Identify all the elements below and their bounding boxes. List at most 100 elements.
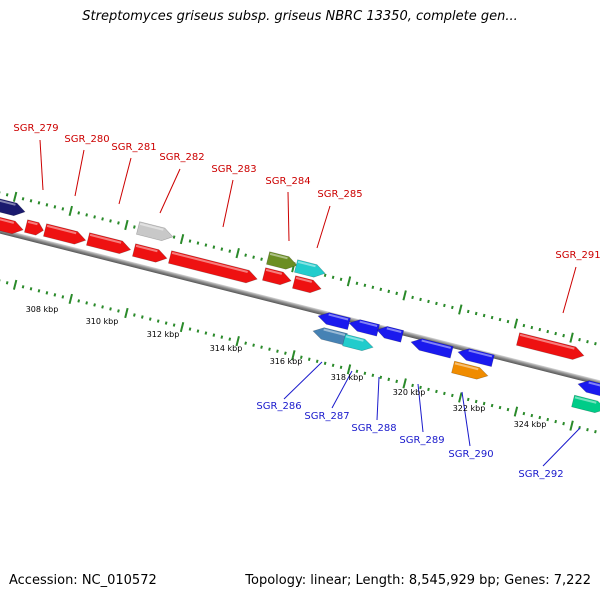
gene-label-sgr-286[interactable]: SGR_286 [256, 401, 301, 412]
forward-minor-tick [562, 333, 565, 338]
gene-label-sgr-281[interactable]: SGR_281 [111, 142, 156, 153]
reverse-minor-tick [466, 397, 470, 402]
forward-minor-tick [355, 281, 359, 286]
reverse-minor-tick [21, 285, 25, 289]
gene-navy[interactable] [0, 197, 27, 218]
forward-minor-tick [578, 337, 581, 342]
gene-blue[interactable] [348, 317, 380, 337]
gene-red[interactable] [292, 275, 322, 295]
forward-major-tick [179, 233, 185, 245]
reverse-minor-tick [109, 307, 112, 311]
gene-red[interactable] [0, 216, 25, 236]
gene-cyan[interactable] [342, 333, 375, 353]
forward-minor-tick [451, 305, 454, 310]
reverse-major-tick [346, 364, 352, 375]
reverse-minor-tick [220, 335, 224, 339]
forward-minor-tick [482, 313, 486, 318]
gene-label-sgr-292[interactable]: SGR_292 [518, 469, 563, 480]
reverse-minor-tick [260, 345, 263, 349]
gene-blue[interactable] [410, 336, 454, 359]
gene-label-sgr-291[interactable]: SGR_291 [555, 250, 600, 261]
gene-red[interactable] [24, 219, 45, 237]
forward-minor-tick [0, 191, 1, 195]
reverse-minor-tick [212, 333, 216, 337]
gene-label-sgr-285[interactable]: SGR_285 [317, 189, 362, 200]
gene-olive[interactable] [266, 251, 298, 272]
scale-label: 310 kbp [86, 317, 119, 326]
reverse-major-tick [458, 392, 463, 403]
gene-label-sgr-290[interactable]: SGR_290 [448, 449, 493, 460]
reverse-minor-tick [299, 355, 303, 359]
callout-line [222, 179, 234, 228]
gene-label-sgr-283[interactable]: SGR_283 [211, 164, 256, 175]
gene-label-sgr-287[interactable]: SGR_287 [304, 411, 349, 422]
gene-red[interactable] [516, 332, 585, 362]
gene-red[interactable] [132, 243, 168, 265]
gene-label-sgr-282[interactable]: SGR_282 [159, 152, 204, 163]
reverse-minor-tick [133, 313, 136, 317]
forward-minor-tick [339, 277, 343, 281]
reverse-minor-tick [363, 371, 367, 376]
reverse-minor-tick [244, 341, 247, 345]
gene-label-sgr-284[interactable]: SGR_284 [265, 176, 310, 187]
reverse-minor-tick [498, 405, 502, 410]
reverse-minor-tick [411, 383, 414, 388]
forward-major-tick [402, 290, 407, 301]
reverse-minor-tick [323, 361, 327, 365]
forward-minor-tick [228, 249, 232, 253]
scale-label: 324 kbp [514, 420, 547, 429]
callout-line [159, 168, 181, 214]
forward-minor-tick [379, 287, 383, 292]
gene-label-sgr-288[interactable]: SGR_288 [351, 423, 396, 434]
reverse-major-tick [402, 378, 407, 389]
scale-label: 312 kbp [147, 330, 180, 339]
callout-line [376, 376, 380, 421]
reverse-minor-tick [331, 363, 335, 367]
gene-steel[interactable] [312, 325, 348, 346]
gene-gray[interactable] [136, 221, 174, 243]
reverse-major-tick [513, 406, 519, 417]
gene-red[interactable] [43, 223, 87, 247]
reverse-major-tick [291, 350, 296, 361]
forward-minor-tick [411, 295, 414, 300]
forward-minor-tick [260, 257, 263, 261]
reverse-minor-tick [554, 419, 558, 424]
gene-red[interactable] [86, 232, 132, 256]
forward-minor-tick [37, 201, 41, 205]
reverse-minor-tick [395, 379, 399, 384]
gene-label-sgr-279[interactable]: SGR_279 [13, 123, 58, 134]
forward-minor-tick [323, 273, 327, 277]
forward-major-tick [235, 248, 240, 259]
forward-major-tick [513, 318, 519, 329]
scale-label: 322 kbp [453, 404, 486, 413]
reverse-minor-tick [196, 329, 200, 333]
gene-red[interactable] [168, 250, 258, 286]
forward-minor-tick [427, 299, 430, 304]
gene-teal[interactable] [571, 394, 600, 415]
reverse-minor-tick [156, 319, 160, 323]
reverse-minor-tick [522, 411, 526, 416]
gene-cyan[interactable] [294, 259, 326, 280]
reverse-minor-tick [482, 401, 486, 406]
gene-orange[interactable] [451, 360, 490, 381]
gene-blue[interactable] [317, 310, 351, 331]
gene-blue[interactable] [457, 346, 495, 368]
scale-label: 314 kbp [210, 344, 243, 353]
gene-label-sgr-280[interactable]: SGR_280 [64, 134, 109, 145]
reverse-minor-tick [435, 389, 438, 394]
reverse-minor-tick [85, 301, 89, 305]
forward-minor-tick [172, 235, 176, 239]
forward-minor-tick [212, 245, 216, 249]
reverse-minor-tick [45, 291, 49, 295]
reverse-minor-tick [387, 377, 391, 382]
reverse-major-tick [235, 336, 240, 347]
forward-gene-lane [0, 197, 585, 362]
gene-blue[interactable] [376, 324, 405, 343]
reverse-minor-tick [164, 321, 168, 325]
gene-blue[interactable] [577, 378, 600, 398]
forward-minor-tick [363, 283, 367, 288]
reverse-minor-tick [586, 427, 589, 432]
gene-label-sgr-289[interactable]: SGR_289 [399, 435, 444, 446]
gene-red[interactable] [262, 267, 292, 287]
